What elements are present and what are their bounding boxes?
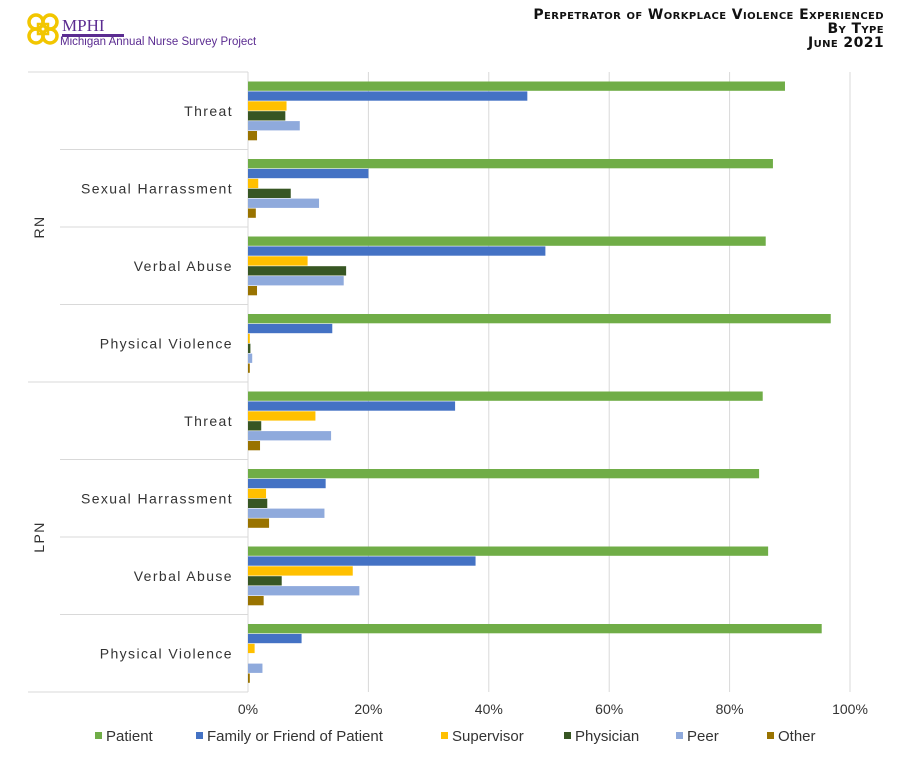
bar-peer	[248, 431, 332, 441]
logo-text: MPHI	[62, 16, 105, 35]
legend-swatch	[95, 732, 102, 739]
x-tick-label: 60%	[595, 701, 623, 717]
bar-patient	[248, 81, 785, 91]
chart-title: Perpetrator of Workplace Violence Experi…	[533, 8, 884, 50]
legend-label: Family or Friend of Patient	[207, 728, 384, 745]
legend-label: Patient	[106, 728, 154, 745]
bar-supervisor	[248, 333, 250, 344]
group-label-rn: RN	[31, 215, 47, 238]
category-label: Physical Violence	[100, 335, 233, 351]
bar-peer	[248, 198, 320, 208]
bar-supervisor	[248, 256, 308, 266]
bar-family-or-friend-of-patient	[248, 401, 456, 411]
bar-peer	[248, 276, 344, 286]
bar-family-or-friend-of-patient	[248, 478, 326, 489]
x-tick-label: 80%	[716, 701, 744, 717]
bar-supervisor	[248, 643, 255, 654]
bar-other	[248, 596, 264, 606]
bar-other	[248, 363, 250, 373]
knot-logo-icon	[27, 13, 59, 45]
title-line-2: By Type	[827, 21, 884, 37]
bar-family-or-friend-of-patient	[248, 246, 546, 256]
bar-physician	[248, 343, 251, 353]
bar-family-or-friend-of-patient	[248, 556, 476, 566]
bar-physician	[248, 576, 282, 586]
x-tick-label: 0%	[238, 701, 258, 717]
category-label: Sexual Harrassment	[81, 490, 233, 506]
bar-physician	[248, 188, 291, 198]
bar-physician	[248, 111, 286, 121]
category-label: Sexual Harrassment	[81, 180, 233, 196]
logo-rule	[62, 34, 124, 37]
bar-supervisor	[248, 101, 287, 111]
bar-family-or-friend-of-patient	[248, 168, 369, 179]
category-label: Physical Violence	[100, 645, 233, 661]
title-line-1: Perpetrator of Workplace Violence Experi…	[533, 7, 884, 23]
logo-subtitle: Michigan Annual Nurse Survey Project	[60, 36, 257, 48]
title-line-3: June 2021	[808, 35, 884, 51]
bar-peer	[248, 663, 263, 673]
bar-supervisor	[248, 566, 353, 576]
bar-physician	[248, 266, 347, 276]
bar-family-or-friend-of-patient	[248, 633, 302, 644]
bar-patient	[248, 469, 760, 479]
bar-supervisor	[248, 178, 259, 189]
bar-peer	[248, 508, 325, 518]
legend-label: Peer	[687, 728, 719, 745]
bar-patient	[248, 624, 822, 634]
bar-peer	[248, 353, 253, 363]
bar-patient	[248, 159, 773, 169]
bar-patient	[248, 391, 763, 401]
bar-family-or-friend-of-patient	[248, 323, 333, 334]
bar-physician	[248, 498, 268, 508]
bar-patient	[248, 314, 831, 324]
bar-physician	[248, 421, 262, 431]
mphi-logo: MPHI Michigan Annual Nurse Survey Projec…	[26, 12, 256, 52]
bar-patient	[248, 236, 766, 246]
bar-other	[248, 518, 270, 528]
bar-peer	[248, 586, 360, 596]
legend-swatch	[441, 732, 448, 739]
x-tick-label: 20%	[354, 701, 382, 717]
legend-label: Other	[778, 728, 816, 745]
category-label: Threat	[184, 103, 233, 119]
legend-swatch	[676, 732, 683, 739]
bar-other	[248, 131, 258, 141]
bar-other	[248, 673, 250, 683]
bar-other	[248, 208, 256, 218]
legend-label: Supervisor	[452, 728, 524, 745]
bar-other	[248, 286, 258, 296]
x-tick-label: 40%	[475, 701, 503, 717]
category-label: Verbal Abuse	[134, 258, 233, 274]
legend-swatch	[196, 732, 203, 739]
category-label: Verbal Abuse	[134, 568, 233, 584]
bar-supervisor	[248, 488, 267, 499]
legend-swatch	[767, 732, 774, 739]
legend-swatch	[564, 732, 571, 739]
x-tick-label: 100%	[832, 701, 868, 717]
legend-label: Physician	[575, 728, 639, 745]
bar-patient	[248, 546, 769, 556]
category-label: Threat	[184, 413, 233, 429]
bar-supervisor	[248, 411, 316, 421]
bar-family-or-friend-of-patient	[248, 91, 528, 101]
bar-other	[248, 441, 261, 451]
group-label-lpn: LPN	[31, 521, 47, 552]
bar-peer	[248, 121, 300, 131]
